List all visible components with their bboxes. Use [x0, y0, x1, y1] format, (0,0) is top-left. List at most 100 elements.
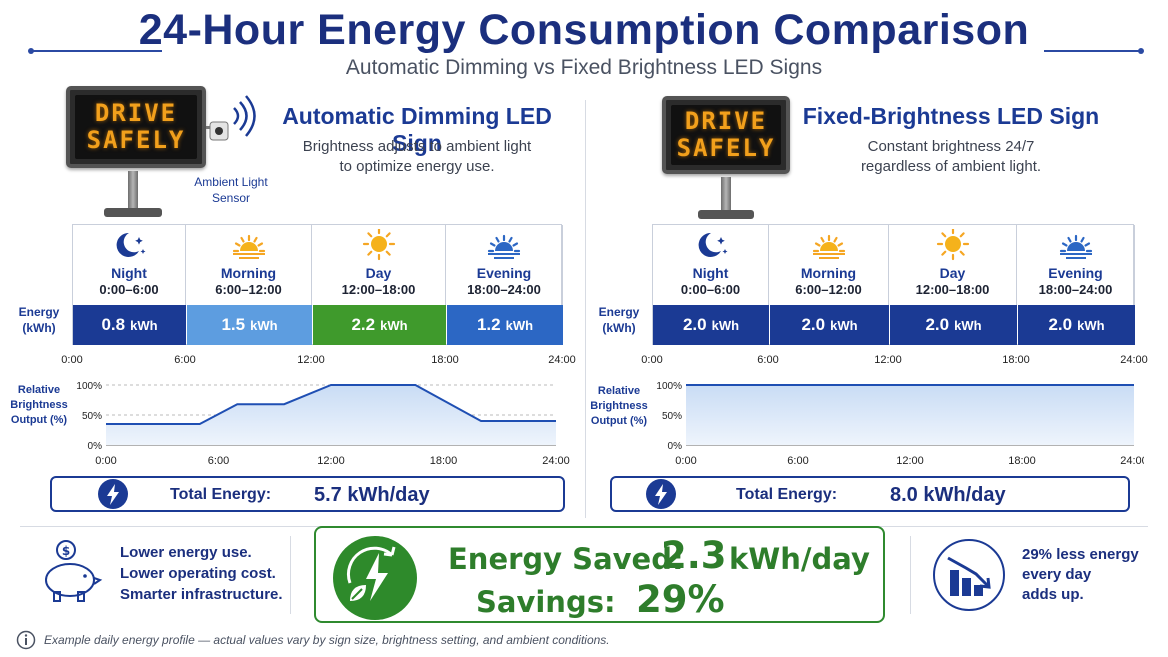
period-cell: Day 12:00–18:00 [312, 225, 446, 305]
benefit-line-3: Smarter infrastructure. [120, 586, 283, 603]
sign-base-left [104, 208, 162, 217]
info-icon [16, 630, 36, 650]
period-cell: Evening 18:00–24:00 [446, 225, 563, 305]
sunrise-icon [812, 234, 845, 259]
period-cell: Night 0:00–6:00 [653, 225, 769, 305]
period-time: 18:00–24:00 [467, 282, 541, 297]
energy-value: 0.8 [101, 315, 126, 334]
chart-ylabel-line-1: Relative [17, 384, 61, 396]
sign-text-line-1: DRIVE [94, 99, 178, 127]
led-sign-right: DRIVE SAFELY [662, 96, 790, 174]
period-tick-label: 0:00 [61, 354, 83, 366]
sunrise-icon [232, 234, 265, 259]
energy-saved-unit: kWh/day [729, 542, 870, 576]
energy-value: 2.2 [351, 315, 376, 334]
period-name: Night [692, 265, 729, 281]
page-title: 24-Hour Energy Consumption Comparison [138, 6, 1030, 54]
x-tick-label: 6:00 [208, 455, 229, 467]
right-chart-ylabel: Relative Brightness Output (%) [588, 384, 650, 429]
right-total-energy-box: Total Energy: 8.0 kWh/day [610, 476, 1130, 512]
energy-unit: kWh [380, 317, 408, 333]
left-desc-line-1: Brightness adjusts to ambient light [302, 138, 532, 155]
left-period-table: Night 0:00–6:00 0.8 kWh Morning 6:00–12:00 1.5… [72, 224, 563, 345]
energy-value: 2.0 [1048, 315, 1073, 334]
period-tick-label: 12:00 [874, 354, 902, 366]
ambient-sensor-icon [208, 120, 230, 142]
left-period-ticks: 0:00 6:00 12:00 18:00 24:00 [61, 354, 575, 368]
energy-value: 1.2 [476, 315, 501, 334]
period-cell: Morning 6:00–12:00 [769, 225, 889, 305]
bottom-divider-left [290, 536, 291, 614]
left-panel: DRIVE SAFELY Ambient Light Sensor Automa… [0, 0, 585, 520]
period-name: Day [365, 265, 392, 281]
energy-label-line-2: (kWh) [22, 321, 56, 335]
period-time: 0:00–6:00 [680, 282, 741, 297]
energy-value: 2.0 [801, 315, 826, 334]
energy-unit: kWh [954, 317, 982, 333]
sign-pole-left [128, 171, 138, 211]
right-energy-label: Energy (kWh) [592, 304, 646, 336]
period-tick-label: 6:00 [174, 354, 196, 366]
period-cell: Day 12:00–18:00 [889, 225, 1017, 305]
period-icon-wrap [359, 227, 399, 268]
energy-cell: 2.0 kWh [890, 305, 1017, 345]
x-tick-label: 0:00 [675, 455, 696, 467]
period-icon-wrap [691, 229, 731, 268]
right-total-label: Total Energy: [736, 486, 838, 503]
period-cell: Evening 18:00–24:00 [1017, 225, 1135, 305]
period-time: 12:00–18:00 [341, 282, 416, 297]
page-subtitle: Automatic Dimming vs Fixed Brightness LE… [345, 56, 823, 79]
header-rule-right [1044, 50, 1140, 52]
y-tick-label: 0% [668, 441, 683, 452]
trend-line-1: 29% less energy [1022, 546, 1139, 563]
left-section-desc: Brightness adjusts to ambient light to o… [264, 137, 570, 177]
chart-ylabel-line-2: Brightness [590, 400, 648, 412]
y-tick-label: 100% [656, 381, 682, 392]
energy-cell: 2.2 kWh [313, 305, 446, 345]
benefit-line-2: Lower operating cost. [120, 565, 276, 582]
energy-unit: kWh [250, 317, 278, 333]
savings-value: 29% [636, 578, 725, 621]
y-tick-label: 0% [88, 441, 103, 452]
x-tick-label: 12:00 [896, 455, 924, 467]
period-time: 12:00–18:00 [915, 282, 990, 297]
left-total-label: Total Energy: [170, 486, 272, 503]
y-tick-label: 50% [662, 411, 682, 422]
moon-stars-icon [116, 232, 146, 257]
right-desc-line-2: regardless of ambient light. [860, 158, 1042, 175]
piggy-bank-icon: $ [38, 538, 104, 604]
savings-label: Savings: [476, 585, 616, 619]
period-icon-wrap [809, 229, 849, 268]
period-name: Morning [800, 265, 857, 281]
period-cell: Night 0:00–6:00 [73, 225, 186, 305]
footnote: Example daily energy profile — actual va… [44, 633, 610, 647]
sensor-label: Ambient Light Sensor [186, 174, 276, 206]
led-sign-left: DRIVE SAFELY [66, 86, 206, 168]
right-period-table: Night 0:00–6:00 2.0 kWh Morning 6:00–12:00 2.0… [652, 224, 1135, 345]
sensor-label-line-1: Ambient Light [194, 175, 268, 189]
period-tick-label: 18:00 [1002, 354, 1030, 366]
signal-waves-icon [228, 94, 262, 138]
energy-label-line-1: Energy [18, 305, 60, 319]
period-tick-label: 0:00 [641, 354, 663, 366]
y-tick-label: 50% [82, 411, 102, 422]
energy-cell: 2.0 kWh [653, 305, 769, 345]
sign-base-right [698, 210, 754, 219]
sign-text-line-1: DRIVE [684, 107, 768, 135]
period-cell: Morning 6:00–12:00 [186, 225, 312, 305]
header-rule-dot-right [1138, 48, 1144, 54]
sign-pole-right [721, 177, 731, 213]
energy-cell: 1.2 kWh [447, 305, 563, 345]
panel-divider [585, 100, 586, 518]
energy-label-line-1: Energy [598, 305, 640, 319]
energy-value: 1.5 [221, 315, 246, 334]
energy-cell: 2.0 kWh [1018, 305, 1135, 345]
chart-ylabel-line-3: Output (%) [590, 415, 648, 427]
svg-text:$: $ [62, 544, 70, 558]
energy-unit: kWh [1077, 317, 1105, 333]
right-total-value: 8.0 kWh/day [890, 484, 1006, 506]
chart-ylabel-line-2: Brightness [10, 399, 68, 411]
x-tick-label: 6:00 [787, 455, 808, 467]
x-tick-label: 18:00 [1008, 455, 1036, 467]
bolt-icon [98, 479, 128, 509]
